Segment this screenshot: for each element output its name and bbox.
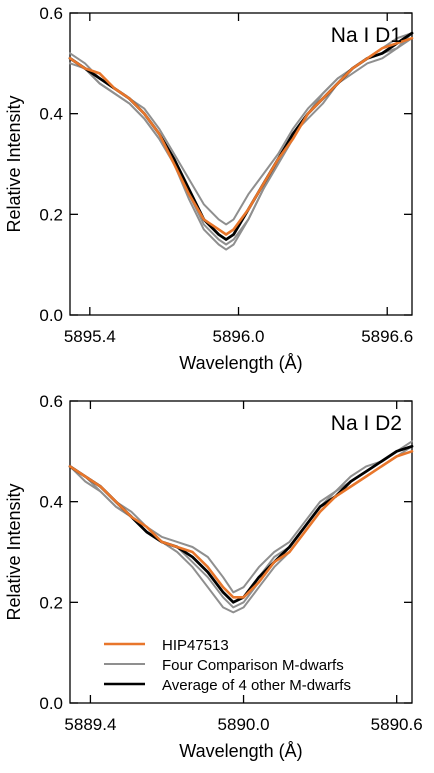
comparison-series-line-3 [69,32,413,251]
legend: HIP47513 Four Comparison M-dwarfs Averag… [104,637,351,694]
x-ticks: 5889.4 5890.0 5890.6 [64,401,423,734]
x-axis-label: Wavelength (Å) [179,353,302,373]
y-tick-label: 0.4 [39,493,63,512]
plot-frame [69,400,413,704]
y-axis-label: Relative Intensity [4,483,24,620]
comparison-series-line-1 [69,32,413,246]
legend-label-target: HIP47513 [162,637,229,654]
panel-label: Na I D1 [331,24,402,47]
x-tick-label: 5895.4 [64,327,116,346]
x-ticks: 5895.4 5896.0 5896.6 [64,13,413,346]
plot-frame [69,12,413,316]
comparison-series-line-2 [69,440,413,594]
y-ticks: 0.0 0.2 0.4 0.6 [39,4,412,325]
legend-label-comparison: Four Comparison M-dwarfs [162,657,344,674]
x-tick-label: 5890.0 [218,715,270,734]
x-axis-label: Wavelength (Å) [179,741,302,761]
x-tick-label: 5896.0 [213,327,265,346]
x-tick-label: 5889.4 [64,715,116,734]
y-tick-label: 0.6 [39,392,63,411]
legend-label-average: Average of 4 other M-dwarfs [162,677,351,694]
series-group [68,440,414,614]
y-axis-label: Relative Intensity [4,95,24,232]
panel-na-i-d2: 0.00.20.40.6 5889.4 5890.0 5890.6 Na I D2 … [4,392,423,761]
target-series-line-5 [68,449,414,599]
y-ticks: 0.0 0.2 0.4 0.6 [39,392,412,713]
y-tick-label: 0.0 [39,306,63,325]
series-group [68,31,414,251]
panel-na-i-d1: 0.00.20.40.6 5895.4 5896.0 5896.6 Na I D1 … [4,4,414,373]
panel-label: Na I D2 [331,412,402,435]
x-tick-label: 5896.6 [361,327,413,346]
x-tick-label: 5890.6 [371,715,423,734]
y-tick-label: 0.4 [39,105,63,124]
y-tick-label: 0.2 [39,205,63,224]
y-tick-label: 0.6 [39,4,63,23]
target-series-line-5 [68,36,414,236]
y-tick-label: 0.0 [39,694,63,713]
y-tick-label: 0.2 [39,593,63,612]
